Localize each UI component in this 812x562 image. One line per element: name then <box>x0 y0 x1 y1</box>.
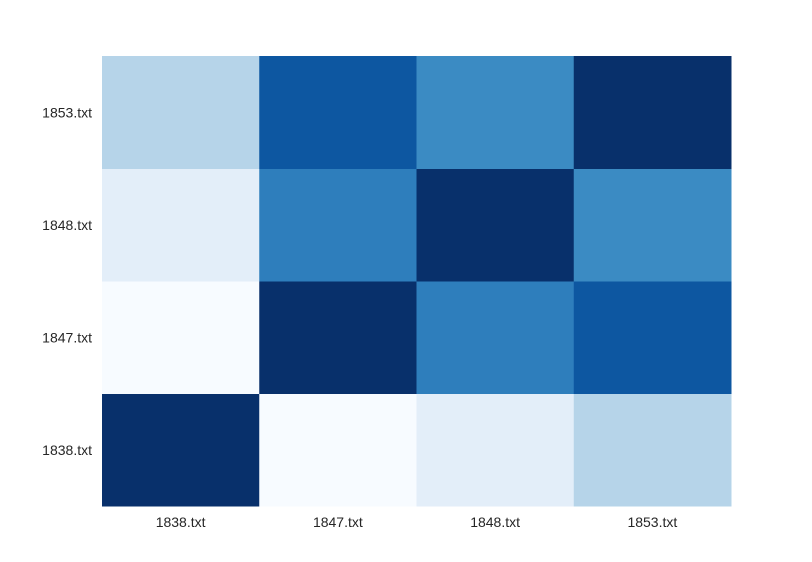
heatmap-cell-1848.txt-1853.txt <box>573 168 732 282</box>
heatmap-cell-1853.txt-1838.txt <box>102 56 260 169</box>
heatmap-cell-1847.txt-1848.txt <box>416 281 575 394</box>
x-tick-label: 1838.txt <box>156 514 206 530</box>
heatmap-cell-1838.txt-1853.txt <box>573 393 732 507</box>
heatmap-cells <box>102 56 732 507</box>
y-tick-label: 1848.txt <box>42 217 92 233</box>
y-tick-label: 1853.txt <box>42 104 92 120</box>
y-tick-label: 1847.txt <box>42 329 92 345</box>
y-axis-tick-labels: 1838.txt 1847.txt 1848.txt 1853.txt <box>42 104 92 458</box>
heatmap-cell-1847.txt-1853.txt <box>573 281 732 394</box>
x-tick-label: 1848.txt <box>470 514 520 530</box>
x-tick-label: 1847.txt <box>313 514 363 530</box>
heatmap-cell-1838.txt-1848.txt <box>416 393 575 507</box>
x-axis-tick-labels: 1838.txt 1847.txt 1848.txt 1853.txt <box>156 514 678 530</box>
heatmap-cell-1848.txt-1847.txt <box>259 168 417 282</box>
x-tick-label: 1853.txt <box>627 514 677 530</box>
y-tick-label: 1838.txt <box>42 442 92 458</box>
heatmap-cell-1838.txt-1838.txt <box>102 393 260 507</box>
heatmap-cell-1848.txt-1848.txt <box>416 168 575 282</box>
heatmap-cell-1848.txt-1838.txt <box>102 168 260 282</box>
heatmap-cell-1847.txt-1838.txt <box>102 281 260 394</box>
heatmap-cell-1853.txt-1853.txt <box>573 56 732 169</box>
heatmap-cell-1847.txt-1847.txt <box>259 281 417 394</box>
heatmap-cell-1838.txt-1847.txt <box>259 393 417 507</box>
heatmap-cell-1853.txt-1848.txt <box>416 56 575 169</box>
heatmap-cell-1853.txt-1847.txt <box>259 56 417 169</box>
